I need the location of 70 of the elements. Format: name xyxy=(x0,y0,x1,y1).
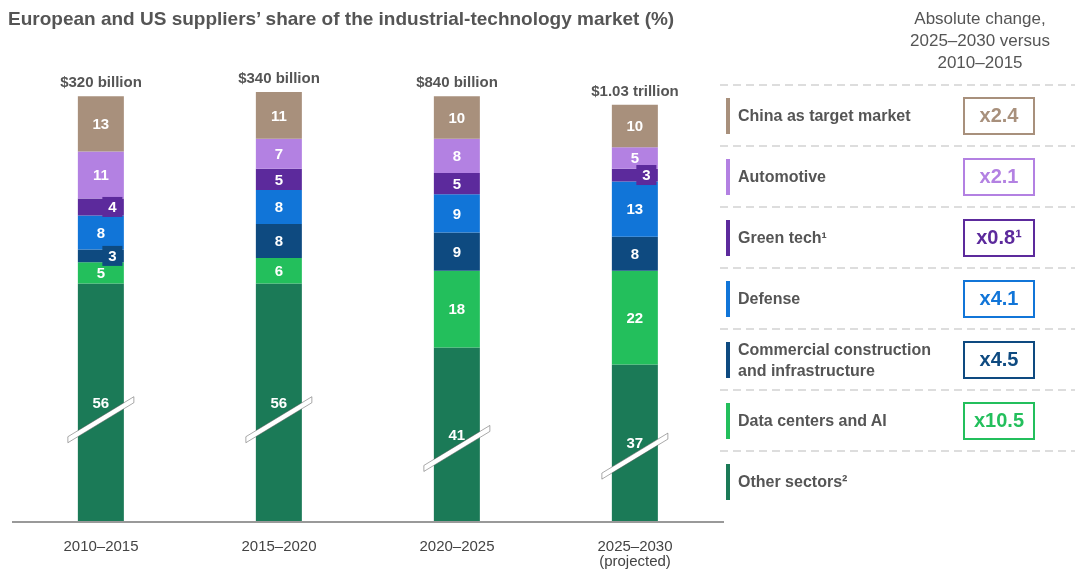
data-label: 56 xyxy=(270,394,288,412)
bar xyxy=(611,270,658,365)
data-label: 7 xyxy=(274,144,284,162)
x-tick-label: 2015–2020 xyxy=(241,536,317,554)
data-label: 13 xyxy=(626,200,644,218)
bar xyxy=(433,232,480,271)
x-tick-label: 2010–2015 xyxy=(63,536,139,554)
bar xyxy=(255,223,302,259)
bar xyxy=(611,236,658,271)
data-label: 22 xyxy=(626,308,644,326)
legend-label: China as target market xyxy=(738,106,912,126)
text: x4.1 xyxy=(963,279,1035,318)
x-tick-label: 2020–2025 xyxy=(419,536,495,554)
text: x4.5 xyxy=(963,340,1035,379)
data-label: 8 xyxy=(274,198,284,216)
data-label: 5 xyxy=(96,264,106,282)
data-label: 4 xyxy=(108,198,118,216)
legend-label: Defense xyxy=(738,289,802,309)
text: x10.5 xyxy=(963,401,1035,440)
data-label: 10 xyxy=(626,117,644,135)
bar xyxy=(433,270,480,348)
annotation: $840 billion xyxy=(416,73,498,91)
data-label: 8 xyxy=(96,223,106,241)
bar xyxy=(77,96,124,152)
data-label: 8 xyxy=(274,232,284,250)
data-label: 37 xyxy=(626,434,644,452)
bar xyxy=(255,92,302,139)
bar xyxy=(611,181,658,237)
bar xyxy=(433,172,480,195)
annotation: $340 billion xyxy=(238,69,320,86)
data-label: 18 xyxy=(448,300,466,318)
legend-label: Other sectors² xyxy=(738,472,849,492)
chart-title: European and US suppliers’ share of the industrial-technology market (%) xyxy=(8,8,675,30)
data-label: 11 xyxy=(92,166,109,184)
data-label: 5 xyxy=(452,174,462,192)
data-label: 41 xyxy=(448,425,466,443)
bar xyxy=(433,138,480,173)
data-label: 9 xyxy=(452,242,462,260)
bar xyxy=(433,194,480,233)
data-label: 10 xyxy=(448,108,466,126)
text: x0.8¹ xyxy=(963,218,1035,257)
data-label: 3 xyxy=(108,247,117,265)
annotation: $320 billion xyxy=(60,73,142,91)
bar xyxy=(255,258,302,284)
x-tick-label: 2025–2030 (projected) xyxy=(597,536,673,569)
data-label: 5 xyxy=(274,170,284,188)
bar xyxy=(433,96,480,139)
data-label: 11 xyxy=(270,106,287,124)
annotation: $1.03 trillion xyxy=(591,81,679,99)
bar xyxy=(255,168,302,190)
bar xyxy=(77,215,124,250)
legend-title: Absolute change, 2025–2030 versus 2010–2015 xyxy=(909,8,1051,74)
text: x2.4 xyxy=(963,96,1035,135)
bar xyxy=(255,138,302,169)
data-label: 5 xyxy=(630,149,640,167)
data-label: 6 xyxy=(274,262,284,280)
bar xyxy=(611,104,658,148)
legend-label: Automotive xyxy=(738,167,827,187)
text: x2.1 xyxy=(963,157,1035,196)
data-label: 8 xyxy=(452,147,462,165)
data-label: 3 xyxy=(642,166,651,184)
legend-label: Green tech¹ xyxy=(738,228,828,248)
data-label: 9 xyxy=(452,204,462,222)
legend-label: Data centers and AI xyxy=(738,411,888,431)
bar xyxy=(77,151,124,199)
data-label: 13 xyxy=(92,115,110,133)
bar xyxy=(255,189,302,224)
data-label: 56 xyxy=(92,394,110,412)
legend-label: Commercial construction and infrastructure xyxy=(738,339,932,381)
data-label: 8 xyxy=(630,245,640,263)
